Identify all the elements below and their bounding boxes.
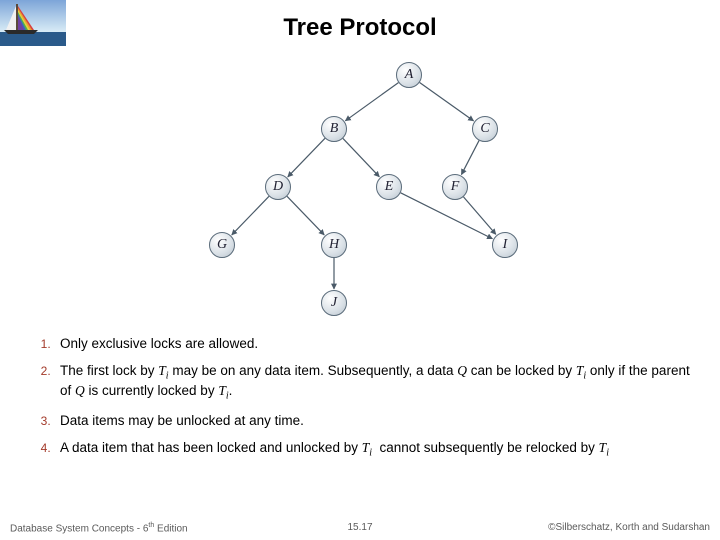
page-title: Tree Protocol [0,0,720,42]
edge-B-D [288,138,325,177]
rule-item-4: A data item that has been locked and unl… [54,440,696,460]
tree-node-B: B [321,116,347,142]
rule-item-3: Data items may be unlocked at any time. [54,413,696,430]
rules-list: Only exclusive locks are allowed. The fir… [36,336,696,470]
logo [0,0,66,46]
edge-D-G [232,196,269,235]
tree-node-C: C [472,116,498,142]
edge-F-I [463,197,495,235]
edge-D-H [287,196,324,235]
tree-node-H: H [321,232,347,258]
tree-node-I: I [492,232,518,258]
tree-diagram: A B C D E F G H I J [190,56,530,326]
tree-node-G: G [209,232,235,258]
tree-node-E: E [376,174,402,200]
edge-A-C [420,83,474,121]
tree-node-F: F [442,174,468,200]
edge-A-B [345,83,398,121]
footer-copyright: ©Silberschatz, Korth and Sudarshan [548,522,710,534]
edge-C-F [461,141,479,175]
tree-node-D: D [265,174,291,200]
rule-item-1: Only exclusive locks are allowed. [54,336,696,353]
edge-B-E [343,138,379,176]
footer: Database System Concepts - 6th Edition 1… [0,522,720,534]
tree-node-A: A [396,62,422,88]
rule-item-2: The first lock by Ti may be on any data … [54,363,696,403]
tree-edges [190,56,530,326]
footer-left: Database System Concepts - 6th Edition [10,522,188,534]
tree-node-J: J [321,290,347,316]
edge-E-I [401,193,493,239]
footer-page-number: 15.17 [347,522,372,533]
